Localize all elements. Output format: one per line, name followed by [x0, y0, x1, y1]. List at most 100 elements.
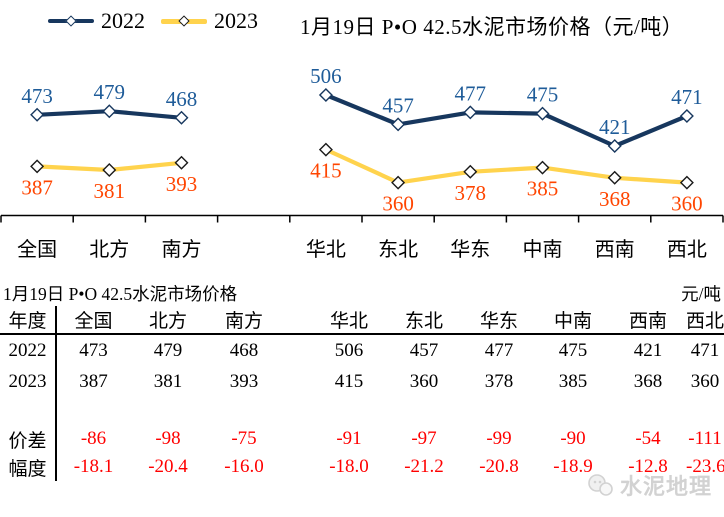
data-point-label: 421 [599, 115, 631, 139]
table-header-cell: 中南 [536, 306, 610, 335]
table-row: 2023 387 381 393 415 360 378 385 368 360 [0, 366, 724, 397]
data-point-marker [463, 105, 478, 120]
table-cell: 368 [633, 370, 663, 392]
table-cell: -86 [80, 428, 107, 449]
legend-item-2022: 2022 [48, 10, 145, 32]
data-point-marker [391, 175, 406, 190]
data-point-label: 477 [455, 81, 487, 105]
chart-legend: 2022 2023 [48, 10, 258, 32]
table-header-cell: 西北 [686, 306, 724, 335]
table-cell: -98 [155, 428, 181, 449]
data-point-label: 368 [599, 187, 631, 211]
watermark: 水泥地理 [586, 469, 712, 501]
table-cell [282, 334, 312, 366]
table-cell: 387 [79, 370, 108, 392]
data-point-marker [318, 142, 333, 157]
table-cell: 393 [229, 370, 259, 392]
data-point-marker [102, 163, 117, 177]
data-point-marker [30, 107, 45, 122]
table-cell: -18.9 [553, 456, 593, 477]
data-point-marker [679, 109, 694, 123]
table-cell: -20.8 [479, 456, 519, 477]
x-axis-label: 华东 [450, 238, 490, 261]
data-point-marker [607, 139, 622, 153]
table-header-cell: 全国 [56, 306, 130, 335]
row-label-cell: 幅度 [0, 453, 57, 481]
data-point-label: 360 [671, 192, 703, 216]
table-cell: -75 [231, 428, 257, 449]
data-point-label: 479 [94, 80, 126, 104]
row-label-cell: 价差 [0, 425, 57, 453]
table-title: 1月19日 P•O 42.5水泥市场价格 [3, 284, 238, 304]
table-cell: -20.4 [148, 456, 188, 477]
table-cell: -90 [560, 428, 586, 449]
table-cell [282, 366, 312, 397]
table-cell [282, 425, 312, 453]
table-unit-label: 元/吨 [681, 284, 721, 304]
data-point-marker [318, 88, 333, 102]
data-point-label: 506 [310, 64, 342, 88]
x-axis-label: 西南 [595, 238, 635, 261]
data-point-label: 471 [671, 85, 703, 109]
table-cell: -18.1 [73, 456, 114, 477]
table-cell: 360 [409, 370, 439, 392]
line-chart: 全国 北方 南方 华北 东北 华东 中南 西南 西北 473 479 468 506 457 477 475 4… [0, 64, 724, 261]
table-cell [130, 397, 206, 425]
row-label-cell: 2022 [0, 334, 57, 366]
data-point-marker [535, 106, 550, 121]
table-header-cell [282, 306, 312, 335]
table-cell: 479 [153, 339, 183, 361]
data-point-label: 457 [382, 93, 414, 117]
legend-label-2022: 2022 [101, 8, 145, 33]
data-point-marker [102, 104, 117, 119]
table-cell: -21.2 [404, 456, 444, 477]
data-point-marker [174, 110, 189, 125]
table-cell: 475 [558, 339, 588, 361]
table-cell: 421 [633, 339, 663, 361]
table-header-cell: 年度 [0, 306, 57, 335]
table-cell: -23.6 [686, 456, 724, 477]
table-header-row: 年度 全国 北方 南方 华北 东北 华东 中南 西南 西北 [0, 306, 724, 335]
table-cell: 378 [484, 370, 514, 392]
x-axis-label: 南方 [162, 238, 202, 261]
series-line-2023 [323, 147, 690, 185]
legend-line-2022 [48, 15, 94, 27]
table-cell: 415 [334, 370, 364, 392]
table-cell [206, 397, 282, 425]
table-header-cell: 西南 [610, 306, 686, 335]
data-point-label: 415 [310, 159, 342, 183]
data-point-marker [463, 164, 478, 179]
table-cell [56, 397, 130, 425]
table-cell: 360 [690, 370, 720, 392]
table-cell: -12.8 [628, 456, 668, 477]
table-header-cell: 东北 [386, 306, 462, 335]
data-point-label: 475 [527, 83, 559, 107]
data-point-label: 387 [21, 175, 53, 199]
table-cell: -97 [411, 428, 437, 449]
table-title-row: 1月19日 P•O 42.5水泥市场价格 元/吨 [0, 281, 724, 306]
table-header-cell: 华北 [312, 306, 386, 335]
table-cell [536, 397, 610, 425]
table-cell [610, 397, 686, 425]
table-cell: 471 [690, 339, 720, 361]
data-point-label: 393 [166, 172, 198, 196]
table-cell [386, 397, 462, 425]
data-point-label: 378 [455, 181, 487, 205]
table-cell: 457 [409, 339, 439, 361]
x-axis-label: 东北 [378, 238, 418, 261]
x-axis-label: 中南 [523, 238, 563, 261]
price-table-section: 1月19日 P•O 42.5水泥市场价格 元/吨 年度 全国 北方 南方 华北 东北 华东中… [0, 281, 724, 481]
table-cell: -18.0 [329, 456, 369, 477]
table-cell: 506 [334, 339, 364, 361]
cement-geography-logo-icon [588, 474, 613, 496]
legend-line-2023 [161, 15, 207, 27]
table-cell: 473 [79, 339, 108, 361]
data-point-label: 385 [527, 177, 559, 201]
series-line-2022 [323, 92, 690, 149]
table-cell: -91 [336, 428, 362, 449]
x-axis-label: 北方 [89, 238, 129, 261]
table-row: 2022 473 479 468 506 457 477 475 421 471 [0, 334, 724, 366]
data-point-label: 360 [382, 192, 414, 216]
table-cell: 385 [558, 370, 588, 392]
